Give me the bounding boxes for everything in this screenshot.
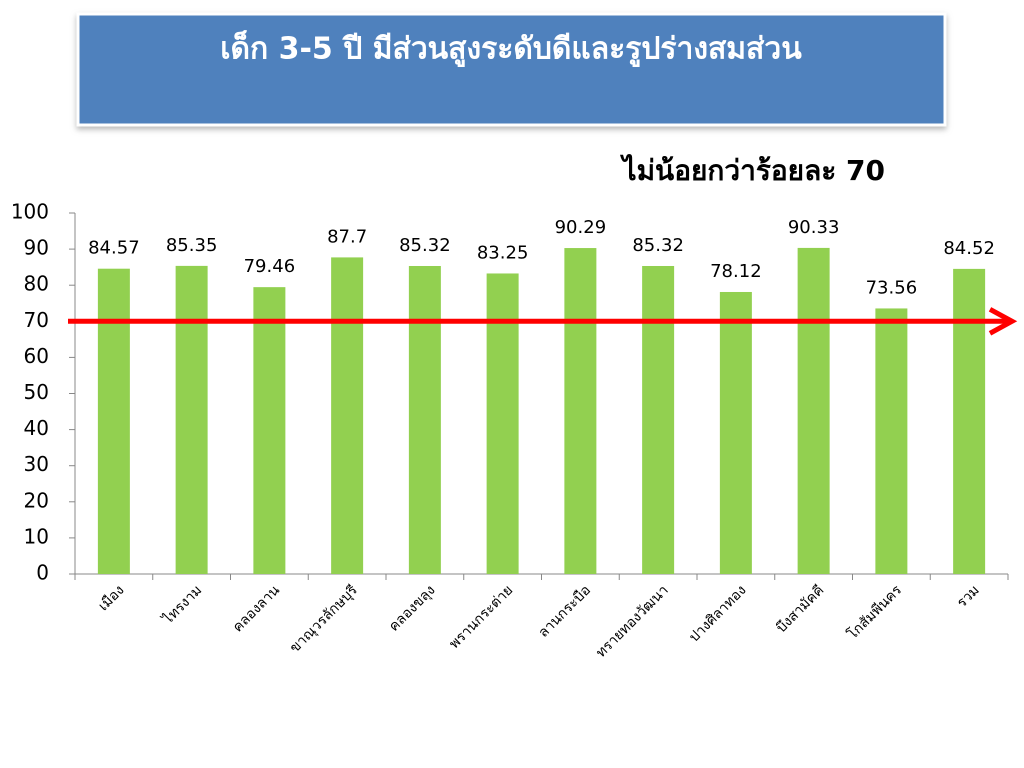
x-tick-label: โกสัมพีนคร xyxy=(844,581,905,642)
data-label: 78.12 xyxy=(710,261,762,282)
y-tick-label: 40 xyxy=(24,416,49,440)
data-label: 85.32 xyxy=(399,235,451,256)
data-label: 87.7 xyxy=(327,226,367,247)
x-tick-label: รวม xyxy=(954,582,983,611)
y-tick-label: 80 xyxy=(24,272,49,296)
y-tick-label: 30 xyxy=(24,452,49,476)
bar xyxy=(408,265,441,574)
data-label: 90.33 xyxy=(788,217,840,238)
x-tick-label: ปางศิลาทอง xyxy=(686,582,749,645)
y-tick-label: 20 xyxy=(24,488,49,512)
data-label: 85.35 xyxy=(166,235,218,256)
bar xyxy=(875,308,908,574)
data-label: 83.25 xyxy=(477,242,529,263)
x-tick-label: คลองลาน xyxy=(230,582,283,635)
bar xyxy=(642,265,675,574)
reference-arrowhead xyxy=(988,307,1018,336)
x-tick-label: ลานกระบือ xyxy=(535,582,594,641)
bar xyxy=(175,265,208,574)
x-tick-label: พรานกระต่าย xyxy=(446,582,516,652)
bar xyxy=(97,268,130,574)
x-tick-label: คลองขลุง xyxy=(386,582,438,634)
x-tick-label: ไทรงาม xyxy=(159,582,205,628)
x-tick-label: ขาณุวรลักษบุรี xyxy=(287,582,361,656)
y-tick-label: 70 xyxy=(24,308,49,332)
y-tick-label: 100 xyxy=(11,200,49,224)
bar xyxy=(564,248,597,574)
y-tick-label: 60 xyxy=(24,344,49,368)
bar xyxy=(486,273,519,574)
y-tick-label: 0 xyxy=(36,561,49,585)
bar xyxy=(331,257,364,574)
data-label: 90.29 xyxy=(555,217,607,238)
data-label: 73.56 xyxy=(866,277,918,298)
bar xyxy=(953,268,986,574)
y-tick-label: 50 xyxy=(24,380,49,404)
data-label: 84.57 xyxy=(88,238,140,259)
x-tick-label: บึงสามัคคี xyxy=(773,582,827,636)
bar xyxy=(253,287,286,574)
chart-title: เด็ก 3-5 ปี มีส่วนสูงระดับดีและรูปร่างสม… xyxy=(220,30,802,68)
annotation: ไม่น้อยกว่าร้อยละ 70 xyxy=(620,154,885,187)
bar xyxy=(719,291,752,574)
data-label: 84.52 xyxy=(943,238,995,259)
y-tick-label: 90 xyxy=(24,236,49,260)
bar xyxy=(797,247,830,575)
data-label: 85.32 xyxy=(632,235,684,256)
y-tick-label: 10 xyxy=(24,524,49,548)
x-tick-label: เมือง xyxy=(96,582,128,614)
data-label: 79.46 xyxy=(244,256,296,277)
title-box xyxy=(76,12,947,127)
x-tick-label: ทรายทองวัฒนา xyxy=(593,582,672,661)
